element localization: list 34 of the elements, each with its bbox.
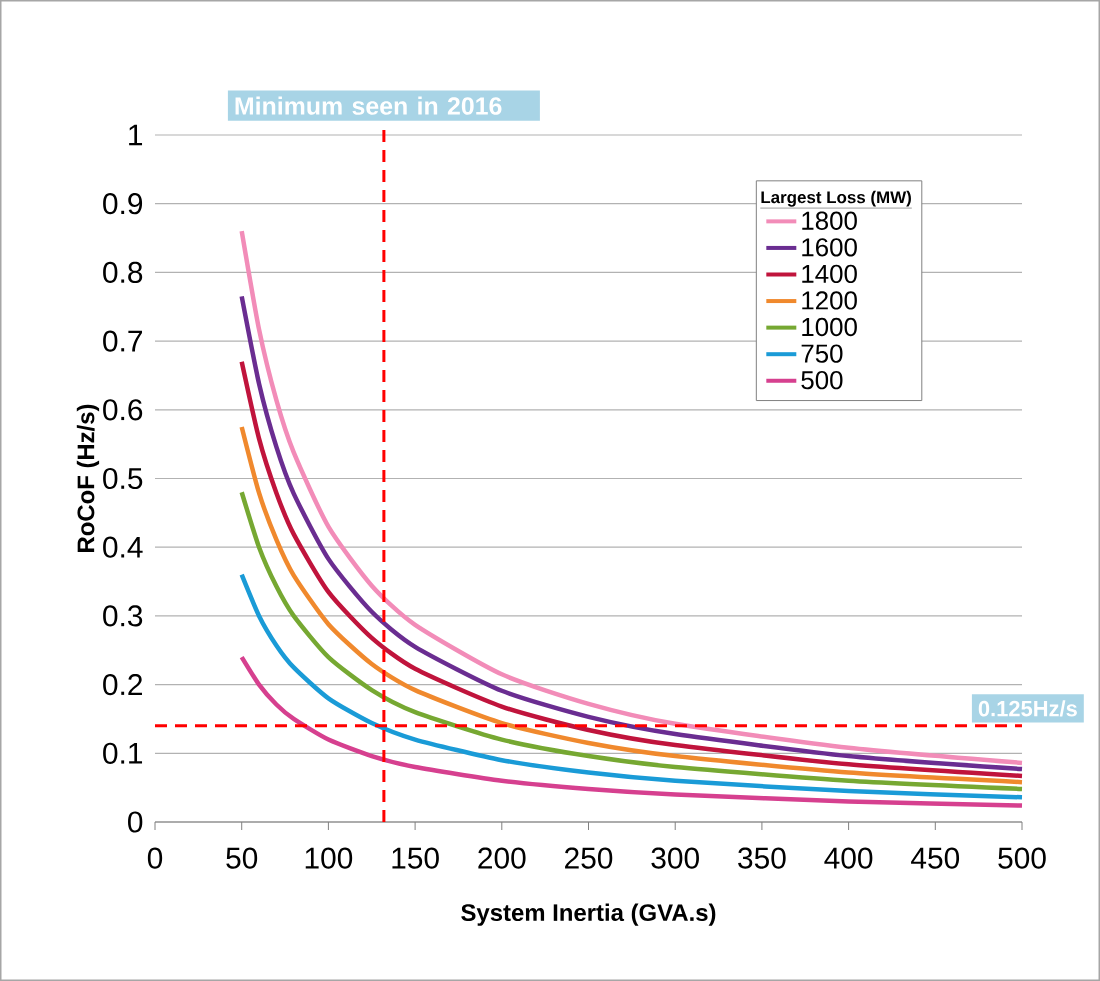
y-tick-label: 0.3	[103, 605, 143, 627]
y-axis-title: RoCoF (Hz/s)	[76, 404, 100, 552]
ref-line-label: 0.125Hz/s	[978, 700, 1077, 717]
x-tick-label: 200	[478, 847, 526, 869]
y-tick-label: 1	[129, 124, 143, 146]
legend-label: 1000	[802, 317, 857, 337]
y-tick-label: 0.2	[103, 674, 142, 696]
y-tick-label: 0.1	[103, 742, 143, 764]
x-tick-label: 0	[147, 847, 163, 869]
legend-label: 1200	[802, 291, 857, 310]
x-tick-label: 400	[824, 847, 873, 869]
x-tick-label: 300	[651, 847, 699, 869]
y-tick-label: 0.7	[103, 330, 142, 352]
x-tick-label: 450	[911, 847, 960, 869]
y-tick-label: 0.8	[103, 261, 143, 283]
y-tick-label: 0	[128, 811, 143, 833]
legend-label: 500	[801, 370, 843, 390]
x-tick-label: 500	[998, 847, 1046, 869]
legend-label: 1600	[802, 238, 857, 257]
y-tick-label: 0.6	[103, 399, 143, 421]
x-tick-label: 250	[565, 847, 613, 869]
y-tick-label: 0.4	[103, 536, 143, 558]
legend-label: 750	[801, 344, 843, 363]
x-tick-label: 350	[738, 847, 786, 869]
legend-label: 1400	[802, 264, 857, 284]
y-tick-label: 0.9	[103, 193, 143, 215]
legend-title: Largest Loss (MW)	[761, 190, 911, 207]
y-tick-label: 0.5	[103, 467, 143, 490]
x-tick-label: 100	[305, 847, 353, 869]
x-tick-label: 150	[392, 847, 439, 869]
legend-label: 1800	[802, 211, 857, 230]
x-axis-title: System Inertia (GVA.s)	[461, 903, 716, 926]
ref-line-label: Minimum seen in 2016	[235, 96, 502, 115]
x-tick-label: 50	[226, 847, 258, 869]
